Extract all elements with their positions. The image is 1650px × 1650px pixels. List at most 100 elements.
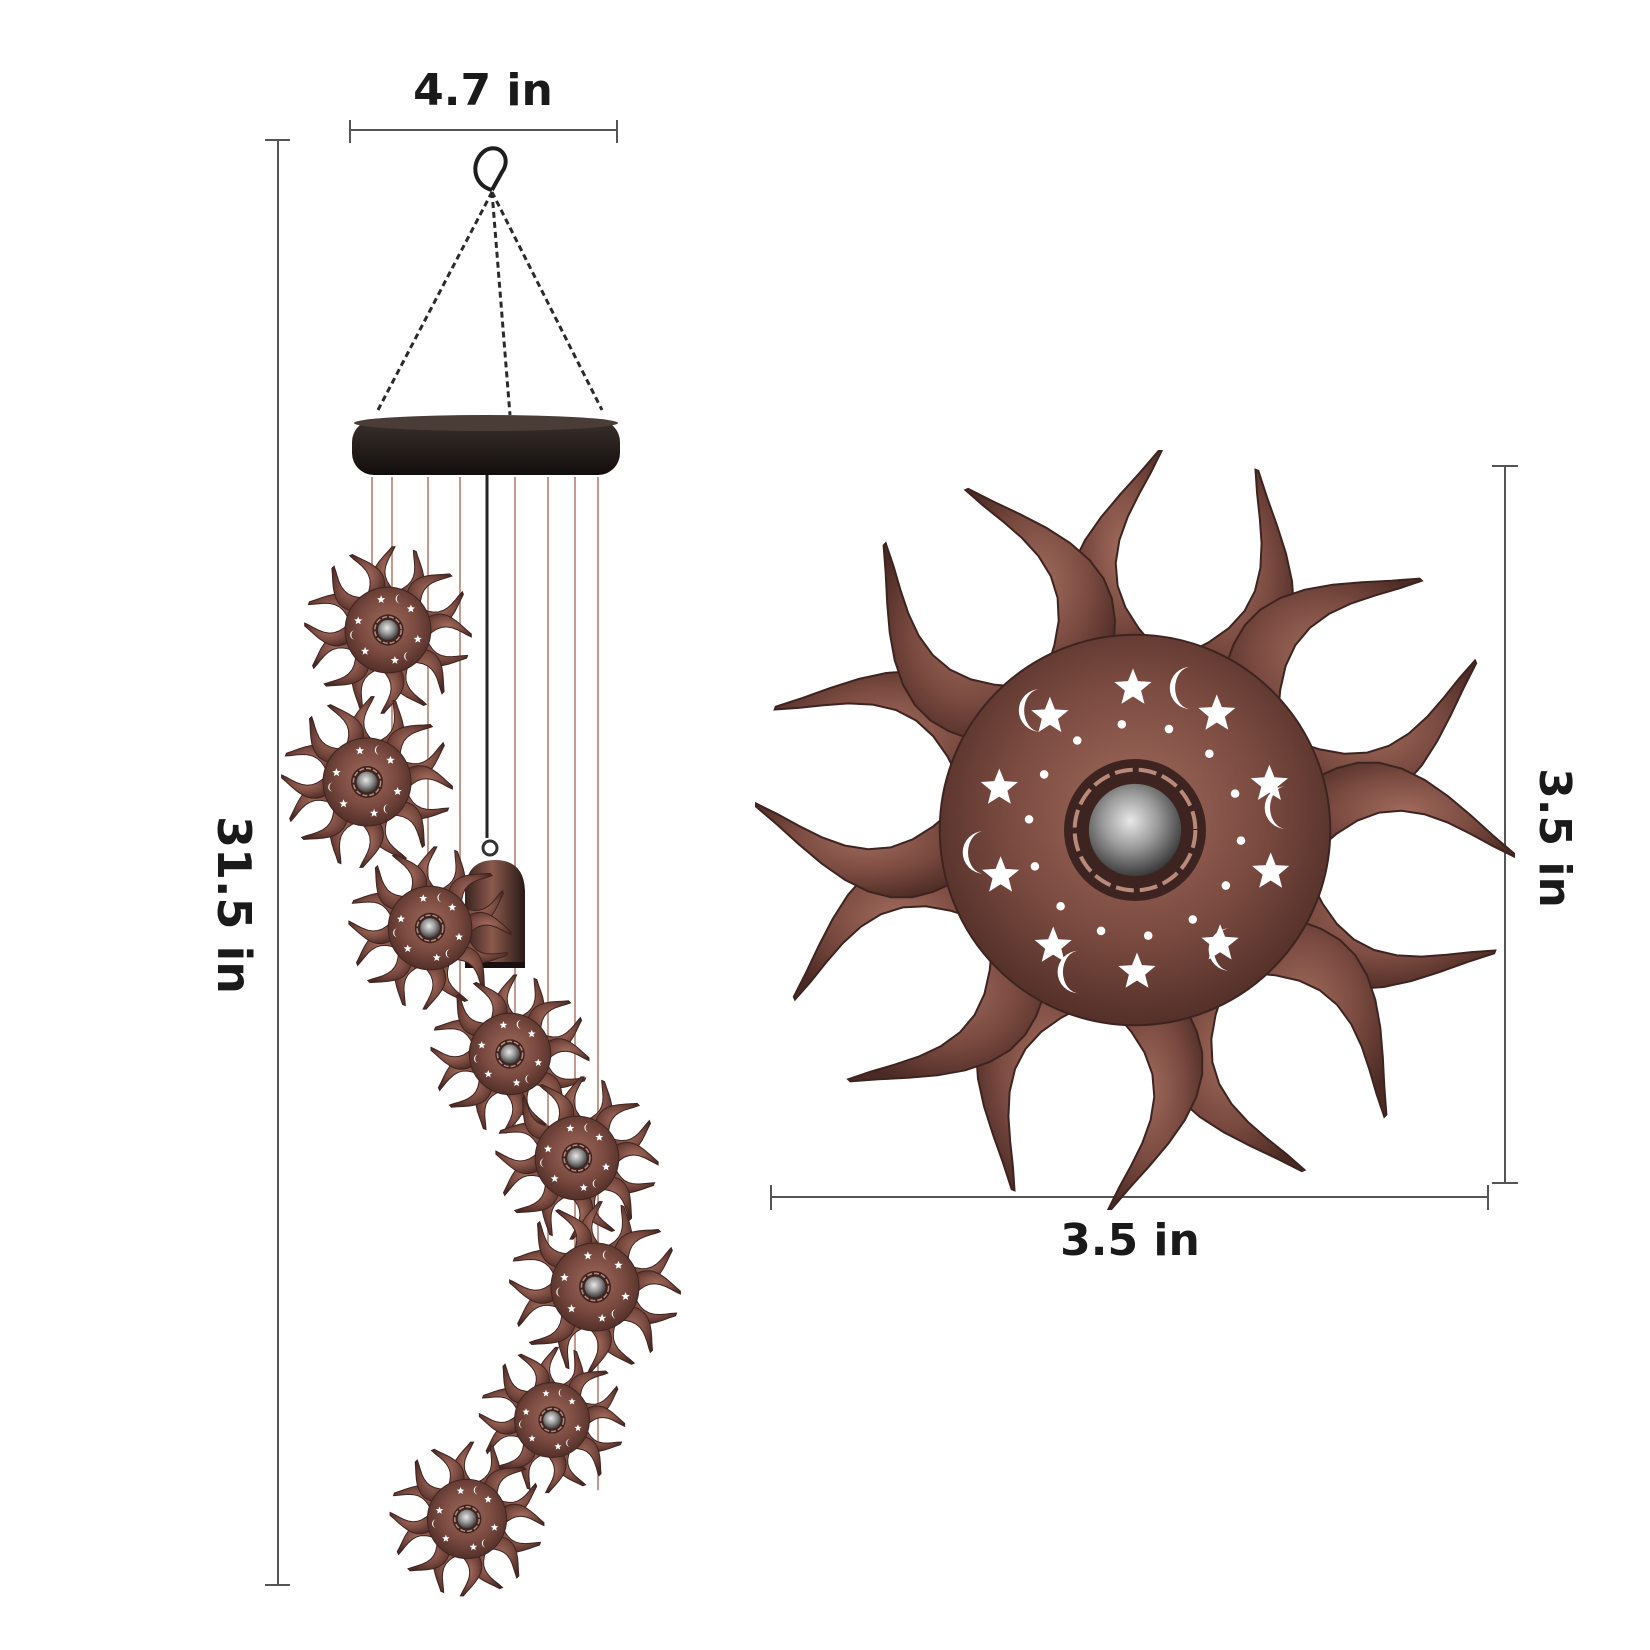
- moon-icon: [432, 1519, 437, 1528]
- star-icon: [406, 604, 415, 613]
- star-icon: [442, 1534, 450, 1542]
- moon-icon: [540, 1158, 545, 1168]
- sun-ornament-detail: [755, 450, 1515, 1210]
- sun-ornaments: [281, 546, 681, 1597]
- dimension-lines: [265, 120, 1518, 1586]
- star-icon: [484, 1495, 492, 1503]
- chime-height-label: 31.5 in: [207, 816, 261, 994]
- star-icon: [1252, 852, 1290, 888]
- moon-icon: [566, 1438, 571, 1447]
- star-icon: [512, 1078, 521, 1087]
- top-ring: [352, 415, 620, 475]
- star-icon: [1034, 926, 1072, 962]
- star-icon: [1031, 696, 1069, 733]
- sun-width-label: 3.5 in: [1060, 1215, 1200, 1266]
- star-icon: [332, 768, 341, 777]
- star-icon: [1114, 668, 1152, 704]
- chime-width-label: 4.7 in: [413, 65, 553, 116]
- star-icon: [448, 903, 457, 911]
- moon-icon: [558, 1388, 563, 1397]
- star-icon: [554, 1442, 562, 1450]
- star-icon: [542, 1389, 550, 1397]
- moon-icon: [445, 949, 451, 959]
- moon-icon: [404, 651, 409, 661]
- star-icon: [568, 1397, 576, 1405]
- crystal-ball-icon: [1088, 783, 1182, 877]
- sun-ornament-icon: [304, 546, 472, 714]
- moon-icon: [584, 1123, 589, 1133]
- star-icon: [361, 646, 370, 655]
- crystal-ball-icon: [567, 1148, 587, 1168]
- hook-icon: [473, 146, 508, 192]
- sun-ornament-icon: [348, 846, 512, 1010]
- star-icon: [377, 595, 386, 603]
- star-icon: [1201, 924, 1239, 960]
- moon-icon: [474, 1054, 479, 1064]
- star-icon: [477, 1041, 486, 1049]
- sun-height-label: 3.5 in: [1529, 768, 1580, 908]
- star-icon: [469, 1543, 478, 1551]
- sun-ornament-icon: [509, 1201, 681, 1373]
- star-icon: [567, 1304, 576, 1313]
- star-icon: [574, 1424, 582, 1432]
- moon-icon: [1264, 786, 1286, 829]
- star-icon: [386, 755, 395, 764]
- star-icon: [602, 1162, 610, 1171]
- star-icon: [1250, 764, 1288, 800]
- star-icon: [560, 1273, 569, 1282]
- crystal-ball-icon: [356, 771, 378, 793]
- star-icon: [456, 1487, 465, 1495]
- moon-icon: [473, 1485, 479, 1495]
- crystal-ball-icon: [543, 1411, 561, 1429]
- star-icon: [403, 944, 412, 952]
- sun-ornament-icon: [389, 1441, 545, 1597]
- star-icon: [980, 768, 1018, 804]
- sun-ornament-icon: [495, 1076, 659, 1240]
- moon-icon: [518, 1420, 524, 1429]
- bell-icon: [465, 475, 525, 968]
- moon-icon: [383, 804, 389, 814]
- star-icon: [484, 1070, 493, 1078]
- crystal-ball-icon: [584, 1276, 606, 1298]
- moon-icon: [1057, 950, 1079, 994]
- star-icon: [490, 1523, 499, 1531]
- sun-ornament-icon: [478, 1346, 626, 1494]
- moon-icon: [611, 1309, 617, 1319]
- moon-icon: [556, 1287, 561, 1297]
- moon-icon: [481, 1538, 487, 1548]
- star-icon: [550, 1174, 559, 1182]
- star-icon: [597, 1313, 607, 1322]
- star-icon: [527, 1029, 536, 1038]
- moon-icon: [350, 630, 355, 640]
- moon-icon: [1169, 666, 1192, 710]
- moon-icon: [602, 1250, 608, 1260]
- moon-icon: [437, 893, 442, 903]
- crystal-ball-icon: [420, 918, 440, 938]
- moon-icon: [393, 928, 398, 938]
- crystal-ball-icon: [500, 1044, 520, 1064]
- star-icon: [583, 1251, 593, 1260]
- star-icon: [369, 808, 379, 817]
- moon-icon: [374, 745, 380, 755]
- star-icon: [432, 953, 441, 961]
- star-icon: [614, 1260, 623, 1269]
- star-icon: [397, 914, 405, 923]
- star-icon: [522, 1408, 530, 1415]
- hanging-chains: [376, 191, 604, 416]
- star-icon: [534, 1058, 543, 1066]
- star-icon: [982, 856, 1020, 892]
- sun-ornament-icon: [430, 974, 590, 1134]
- star-icon: [354, 616, 363, 625]
- star-icon: [419, 894, 428, 902]
- star-icon: [393, 787, 402, 795]
- star-icon: [339, 799, 348, 808]
- sun-ornament-icon-large: [755, 450, 1515, 1210]
- moon-icon: [525, 1074, 530, 1084]
- star-icon: [1118, 952, 1156, 988]
- star-icon: [544, 1144, 552, 1153]
- sun-ornament-icon: [281, 696, 453, 868]
- star-icon: [499, 1021, 508, 1029]
- moon-icon: [962, 831, 984, 874]
- star-icon: [355, 746, 365, 755]
